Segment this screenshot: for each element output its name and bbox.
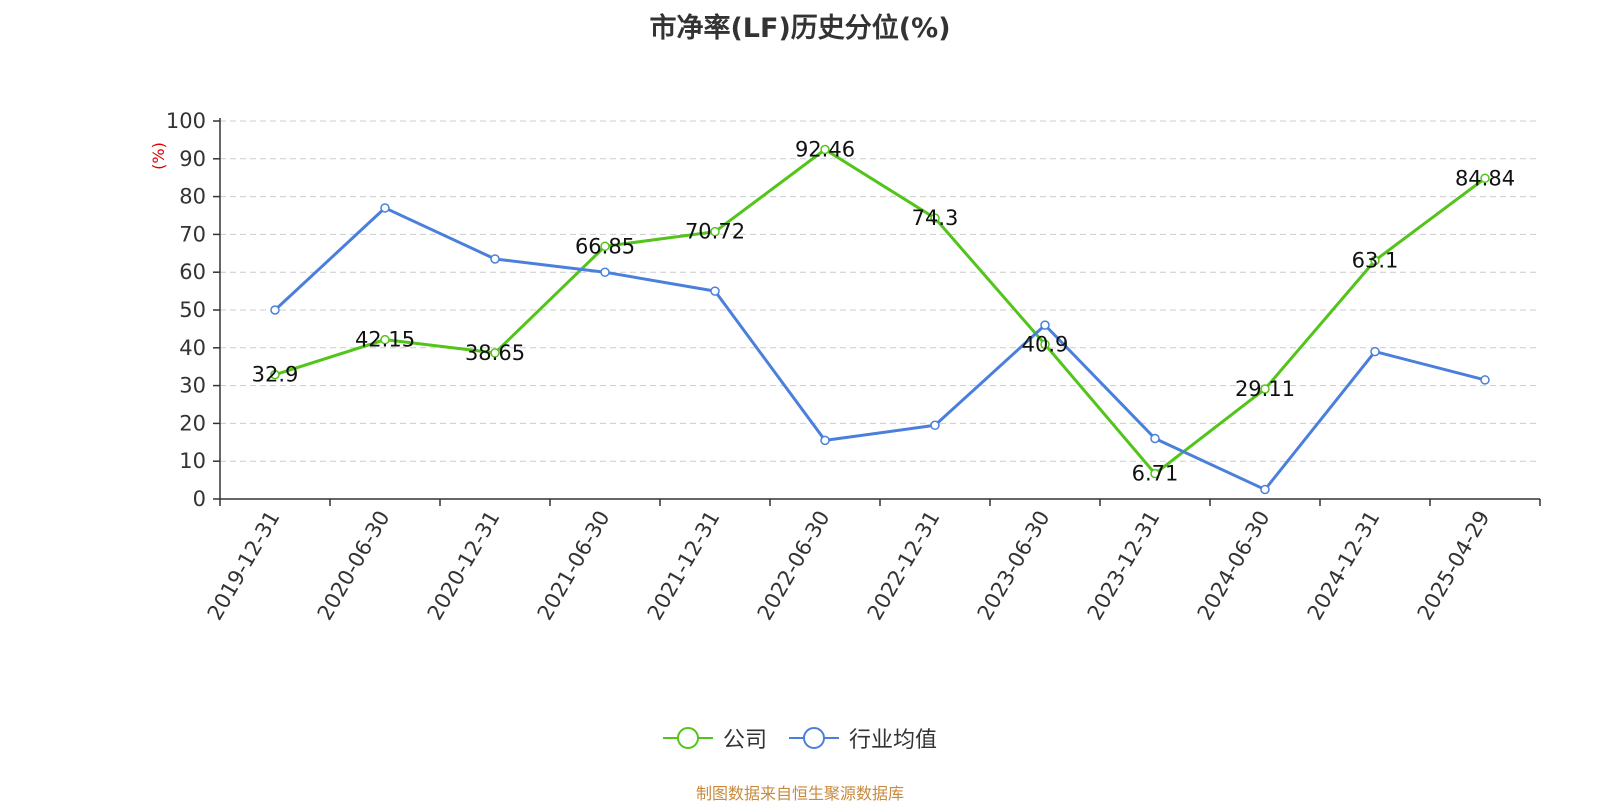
y-axis-label: (%): [149, 142, 168, 170]
data-label: 66.85: [575, 234, 635, 258]
data-point: [380, 334, 390, 345]
x-tick-label: 2021-12-31: [643, 507, 725, 625]
data-point: [1260, 384, 1270, 394]
legend-marker-icon: [662, 727, 713, 749]
data-label: 40.9: [1022, 332, 1069, 356]
data-point: [1040, 339, 1050, 350]
legend-item[interactable]: 公司: [662, 722, 767, 754]
x-tick-label: 2022-12-31: [863, 507, 945, 625]
legend-item[interactable]: 行业均值: [789, 722, 937, 754]
x-tick-label: 2025-04-29: [1413, 507, 1495, 625]
data-label: 42.15: [355, 328, 415, 352]
data-point: [1260, 484, 1270, 495]
data-label: 29.11: [1235, 377, 1295, 401]
x-tick-label: 2021-06-30: [533, 507, 615, 625]
data-point: [600, 241, 610, 252]
y-tick-label: 70: [179, 222, 206, 246]
data-point: [930, 213, 940, 223]
data-point: [820, 144, 830, 155]
data-point: [1480, 375, 1490, 385]
y-tick-label: 50: [179, 298, 206, 322]
data-label: 63.1: [1352, 248, 1399, 272]
data-point: [1480, 173, 1490, 184]
y-tick-label: 20: [179, 411, 206, 435]
data-label: 74.3: [912, 206, 959, 230]
data-point: [820, 435, 830, 446]
data-point: [1370, 255, 1380, 266]
data-point: [490, 254, 500, 264]
data-point: [490, 348, 500, 358]
x-tick-label: 2023-12-31: [1083, 507, 1165, 625]
data-point: [600, 267, 610, 277]
y-tick-label: 60: [179, 260, 206, 284]
series-line: [274, 148, 1486, 476]
data-label: 6.71: [1132, 462, 1179, 486]
y-tick-label: 10: [179, 449, 206, 473]
x-tick-label: 2020-06-30: [313, 507, 395, 625]
series-line: [273, 206, 1486, 492]
data-point: [930, 420, 940, 431]
x-tick-label: 2022-06-30: [753, 507, 835, 625]
legend-marker-icon: [789, 727, 839, 749]
data-label: 32.9: [252, 363, 299, 387]
x-tick-label: 2023-06-30: [973, 507, 1055, 625]
data-label: 38.65: [465, 341, 525, 365]
y-tick-label: 40: [179, 336, 206, 360]
data-point: [710, 286, 720, 296]
data-point: [270, 369, 280, 380]
y-tick-label: 100: [166, 109, 206, 133]
y-tick-label: 0: [193, 487, 206, 511]
data-point: [1150, 433, 1160, 444]
chart-title: 市净率(LF)历史分位(%): [649, 13, 951, 44]
legend-label: 公司: [722, 728, 767, 753]
legend-label: 行业均值: [849, 728, 938, 753]
data-label: 92.46: [795, 138, 855, 162]
x-tick-label: 2020-12-31: [423, 507, 505, 625]
x-tick-label: 2019-12-31: [203, 507, 285, 625]
x-tick-label: 2024-06-30: [1193, 507, 1275, 625]
data-point: [710, 226, 720, 237]
data-label: 70.72: [685, 220, 745, 244]
y-tick-label: 90: [179, 147, 206, 171]
source-note: 制图数据来自恒生聚源数据库: [695, 784, 904, 803]
data-point: [380, 203, 390, 213]
data-point: [1370, 346, 1380, 357]
y-tick-label: 80: [179, 185, 206, 209]
data-label: 84.84: [1455, 166, 1515, 190]
legend: 公司 行业均值: [0, 722, 1600, 754]
x-tick-label: 2024-12-31: [1303, 507, 1385, 625]
data-point: [270, 305, 280, 315]
data-point: [1040, 320, 1050, 330]
data-point: [1150, 468, 1160, 479]
y-tick-label: 30: [179, 374, 206, 398]
